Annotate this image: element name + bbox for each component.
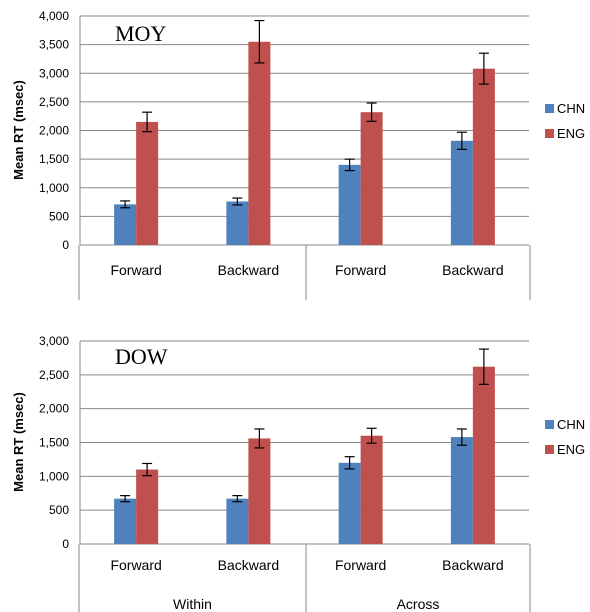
moy-legend-swatch-eng [545,129,554,138]
dow-category-label: Backward [218,557,279,573]
moy-ytick-label: 3,500 [39,38,69,52]
moy-ytick-label: 3,000 [39,66,69,80]
dow-legend-swatch-chn [545,420,554,429]
moy-ytick-label: 4,000 [39,9,69,23]
moy-y-axis-label: Mean RT (msec) [11,80,26,180]
dow-bar-chn-2 [226,498,249,544]
moy-bar-chn-4 [450,140,473,245]
moy-ytick-label: 1,000 [39,181,69,195]
dow-bar-eng-2 [248,438,271,544]
moy-bar-chn-1 [114,204,137,245]
dow-category-label: Backward [442,557,503,573]
dow-group-label: Across [397,596,440,612]
dow-ytick-label: 2,000 [39,402,69,416]
dow-ytick-label: 2,500 [39,368,69,382]
moy-bar-chn-3 [338,164,361,245]
moy-category-label: Forward [335,262,386,278]
moy-group-label: Across [397,298,440,300]
dow-chart-title: DOW [115,344,168,369]
moy-bar-chn-2 [226,201,249,245]
moy-legend-label-chn: CHN [557,101,585,116]
dow-y-axis-label: Mean RT (msec) [11,392,26,492]
moy-ytick-label: 0 [62,238,69,252]
moy-ytick-label: 2,500 [39,95,69,109]
dow-ytick-label: 500 [49,503,69,517]
moy-group-label: Within [173,298,212,300]
moy-bar-eng-1 [136,121,159,245]
moy-bar-eng-2 [248,41,271,246]
moy-legend-swatch-chn [545,104,554,113]
moy-category-label: Forward [110,262,161,278]
moy-category-label: Backward [218,262,279,278]
moy-ytick-label: 500 [49,209,69,223]
dow-category-label: Forward [335,557,386,573]
moy-bar-eng-3 [360,112,383,246]
dow-bar-eng-1 [136,469,159,544]
dow-legend-label-eng: ENG [557,442,585,457]
moy-ytick-label: 2,000 [39,124,69,138]
dow-legend-swatch-eng [545,445,554,454]
dow-bar-chn-1 [114,498,137,544]
dow-group-label: Within [173,596,212,612]
moy-category-label: Backward [442,262,503,278]
moy-bar-eng-4 [472,68,495,245]
dow-bar-eng-4 [472,366,495,544]
dow-legend-label-chn: CHN [557,417,585,432]
dow-chart: 0 500 1,000 1,500 2,000 2,500 3,000 Forward Back… [11,334,585,612]
dow-bar-chn-4 [450,437,473,544]
dow-bar-chn-3 [338,462,361,544]
dow-ytick-label: 1,500 [39,436,69,450]
moy-legend-label-eng: ENG [557,126,585,141]
dow-ytick-label: 1,000 [39,469,69,483]
dow-category-label: Forward [110,557,161,573]
moy-ytick-label: 1,500 [39,152,69,166]
dow-ytick-label: 0 [62,537,69,551]
moy-chart: 0 500 1,000 1,500 2,000 2,500 3,000 3,500 4,000 F… [11,9,585,300]
dow-ytick-label: 3,000 [39,334,69,348]
dow-bar-eng-3 [360,435,383,544]
moy-chart-title: MOY [115,21,166,46]
